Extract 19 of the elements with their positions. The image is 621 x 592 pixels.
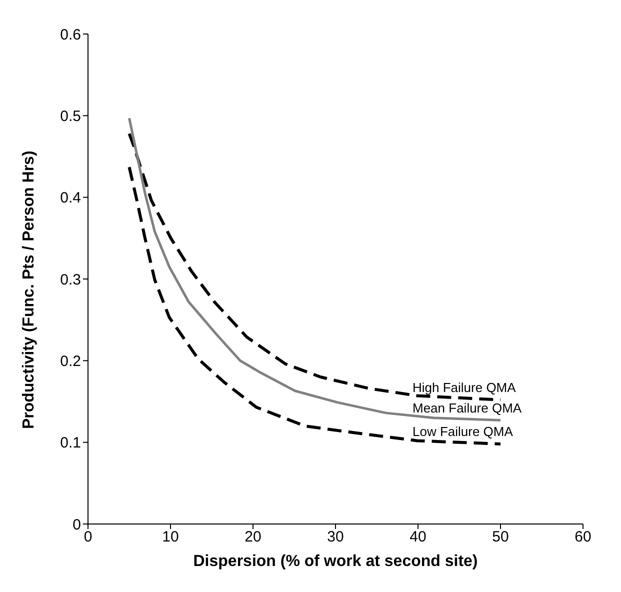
x-tick-label: 10	[162, 528, 179, 546]
series-label: High Failure QMA	[412, 380, 516, 395]
series-label: Low Failure QMA	[412, 424, 514, 439]
y-tick-label: 0.2	[60, 352, 81, 370]
x-tick-label: 20	[244, 528, 262, 546]
x-tick-label: 50	[492, 528, 509, 546]
x-tick-label: 40	[410, 528, 426, 546]
x-tick-label: 30	[327, 528, 344, 546]
x-tick-label: 60	[574, 528, 592, 546]
y-tick-label: 0.1	[60, 434, 81, 452]
y-tick-label: 0.5	[60, 108, 81, 125]
x-axis-title: Dispersion (% of work at second site)	[193, 553, 478, 570]
series-label: Mean Failure QMA	[412, 400, 522, 416]
y-tick-label: 0.6	[60, 26, 81, 44]
y-axis-title: Productivity (Func. Pts / Person Hrs)	[20, 150, 38, 429]
x-tick-label: 0	[84, 528, 92, 546]
y-tick-label: 0.4	[60, 190, 81, 207]
y-tick-label: 0	[72, 516, 81, 534]
y-tick-label: 0.3	[60, 271, 81, 288]
